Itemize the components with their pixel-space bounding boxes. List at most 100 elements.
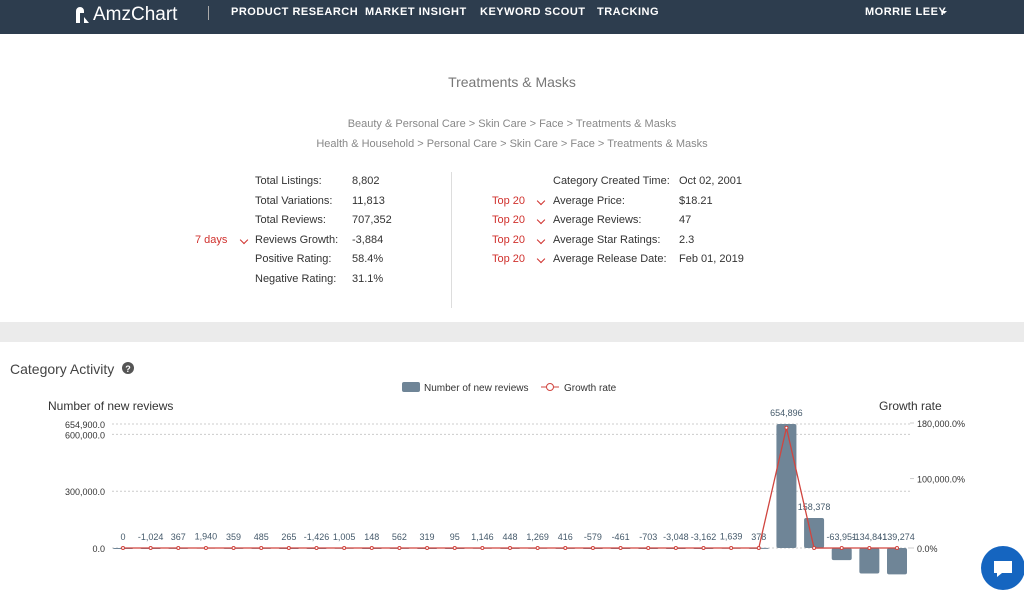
growth-point <box>148 546 153 550</box>
breadcrumb[interactable]: Health & Household > Personal Care > Ski… <box>316 138 708 150</box>
data-label: -3,162 <box>691 532 717 542</box>
stat-label: Total Reviews: <box>255 214 326 226</box>
y2-axis-title: Growth rate <box>879 399 942 413</box>
legend-swatch <box>402 382 420 392</box>
filter-dropdown[interactable]: Top 20 <box>492 194 526 207</box>
growth-point <box>397 546 402 550</box>
growth-point <box>646 546 651 550</box>
category-title: Treatments & Masks <box>448 74 576 90</box>
data-label: 562 <box>392 532 407 542</box>
data-label: 0 <box>120 532 125 542</box>
chevron <box>239 235 249 244</box>
data-label: 485 <box>254 532 269 542</box>
data-label: -3,048 <box>663 532 689 542</box>
data-label: -134,841 <box>852 532 888 542</box>
stat-value: 47 <box>679 214 692 226</box>
growth-point <box>203 546 208 550</box>
stat-label: Average Price: <box>553 194 625 207</box>
y-tick-label: 300,000.0 <box>65 487 105 497</box>
stat-value: 707,352 <box>352 214 392 226</box>
growth-point <box>508 546 512 550</box>
chat-button[interactable] <box>980 545 1024 593</box>
data-label: 367 <box>171 532 186 542</box>
growth-point <box>286 546 291 550</box>
data-label: 1,639 <box>720 532 743 542</box>
bar <box>859 548 880 574</box>
logo-icon <box>76 7 89 23</box>
growth-point <box>342 546 347 550</box>
legend-label: Number of new reviews <box>424 383 528 394</box>
filter-dropdown[interactable]: Top 20 <box>492 253 526 265</box>
data-label: 265 <box>281 532 296 542</box>
growth-point <box>701 546 706 550</box>
nav-item[interactable]: TRACKING <box>597 6 660 18</box>
breadcrumb[interactable]: Beauty & Personal Care > Skin Care > Fac… <box>347 118 677 130</box>
data-label: 1,005 <box>333 532 356 542</box>
section-title: Category Activity <box>10 361 114 377</box>
data-label: 148 <box>364 532 379 542</box>
data-label: 95 <box>450 532 460 542</box>
data-label: 416 <box>558 532 573 542</box>
stat-value: Feb 01, 2019 <box>679 253 744 265</box>
y-tick-label: 0.0 <box>92 544 105 554</box>
separator <box>208 6 209 20</box>
data-label: 158,378 <box>798 502 831 512</box>
growth-point <box>784 425 789 430</box>
chevron <box>536 196 546 205</box>
y-tick-label: 600,000.0 <box>65 430 105 440</box>
user-menu[interactable]: MORRIE LEEY <box>865 6 947 18</box>
data-label: 1,146 <box>471 532 494 542</box>
stat-label: Category Created Time: <box>553 175 670 187</box>
data-label: 1,940 <box>195 532 218 542</box>
filter-dropdown[interactable]: Top 20 <box>492 214 526 226</box>
legend-label: Growth rate <box>564 383 617 394</box>
chevron <box>536 254 546 264</box>
growth-point <box>480 546 485 550</box>
stat-value: 8,802 <box>352 175 380 187</box>
nav-item[interactable]: MARKET INSIGHT <box>365 6 467 18</box>
stat-label: Positive Rating: <box>255 253 332 265</box>
nav-bar: AmzChart PRODUCT RESEARCH MARKET INSIGHT… <box>0 0 1024 34</box>
stat-label: Average Release Date: <box>553 253 667 265</box>
y2-tick-label: 100,000.0% <box>917 475 965 485</box>
filter-dropdown[interactable]: 7 days <box>195 233 228 246</box>
stat-label: Total Listings: <box>255 175 322 187</box>
growth-point <box>867 546 872 550</box>
filter-dropdown[interactable]: Top 20 <box>492 233 526 246</box>
stat-label: Average Star Ratings: <box>553 233 661 246</box>
growth-point <box>563 546 568 550</box>
caret <box>941 11 947 17</box>
data-label: -579 <box>584 532 602 542</box>
stat-value: 31.1% <box>352 272 384 285</box>
growth-point <box>812 546 817 551</box>
data-label: -1,024 <box>138 532 164 542</box>
stat-value: -3,884 <box>352 233 384 246</box>
chart: Category Activity ? Number of new review… <box>10 361 965 575</box>
growth-point <box>618 546 623 550</box>
data-label: 1,269 <box>526 532 549 542</box>
nav-item[interactable]: PRODUCT RESEARCH <box>231 6 359 18</box>
stat-label: Average Reviews: <box>553 214 642 226</box>
bar <box>887 548 907 575</box>
growth-point <box>425 546 430 550</box>
stat-label: Negative Rating: <box>255 272 337 285</box>
data-label: 654,896 <box>770 408 803 418</box>
stat-value: 58.4% <box>352 253 384 265</box>
y-axis-title: Number of new reviews <box>48 399 173 413</box>
data-label: 359 <box>226 532 241 542</box>
data-label: -139,274 <box>879 532 915 542</box>
bar <box>804 518 825 548</box>
growth-point <box>590 546 595 550</box>
bar <box>776 424 797 548</box>
stat-label: Reviews Growth: <box>255 233 339 246</box>
growth-point <box>231 546 236 550</box>
data-label: 378 <box>751 532 766 542</box>
growth-point <box>314 546 319 550</box>
logo[interactable]: AmzChart <box>93 4 178 25</box>
help-icon[interactable] <box>122 362 134 374</box>
stat-value: 2.3 <box>679 233 695 246</box>
legend-marker <box>546 383 554 391</box>
y-tick-label: 654,900.0 <box>65 420 105 430</box>
nav-item[interactable]: KEYWORD SCOUT <box>480 6 586 18</box>
help-icon-text: ? <box>125 364 131 374</box>
